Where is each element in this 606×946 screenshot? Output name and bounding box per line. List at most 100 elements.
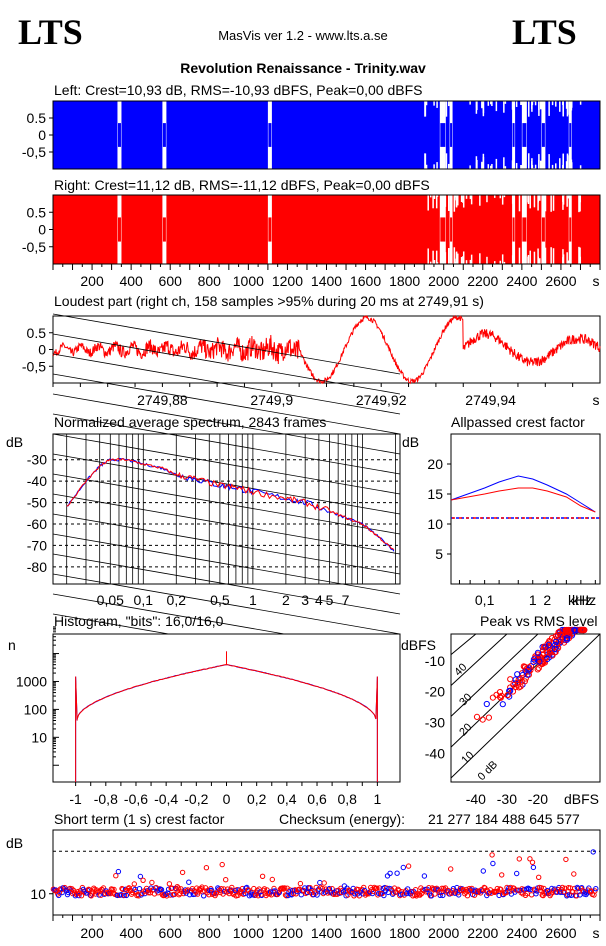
shortterm-point (590, 849, 596, 855)
right-envelope-dip (454, 195, 456, 198)
shortterm-point (113, 873, 119, 879)
shortterm-point (374, 885, 380, 891)
shortterm-point (437, 892, 443, 898)
peak-rms-point (534, 666, 541, 673)
shortterm-point (572, 885, 578, 892)
loudest-xtick-label: 2749,94 (465, 392, 516, 408)
right-envelope-dip (470, 254, 473, 264)
right-envelope-dip (427, 248, 429, 264)
left-quiet-core (268, 123, 272, 147)
spectrum-ytick-label: -50 (27, 495, 47, 511)
left-envelope-dip (524, 159, 527, 169)
peak-rms-xtick-label: -20 (528, 791, 548, 807)
right-envelope-dip (460, 257, 463, 264)
right-envelope-dip (441, 248, 443, 264)
peak-rms-ytick-label: -20 (425, 684, 445, 700)
spectrum-slope-line (52, 393, 401, 455)
peak-rms-point (553, 632, 560, 640)
right-envelope-dip (501, 195, 504, 205)
right-xtick-label: 200 (80, 273, 104, 289)
shortterm-point (76, 892, 82, 899)
left-envelope-dip (490, 165, 492, 169)
shortterm-point (149, 879, 155, 886)
left-envelope-dip (433, 101, 435, 106)
right-envelope-dip (579, 195, 582, 203)
right-envelope-dip (525, 261, 527, 264)
left-envelope-dip (503, 101, 505, 113)
left-envelope-dip (540, 101, 542, 110)
right-quiet-core (450, 217, 453, 242)
shortterm-xtick-label: 1800 (389, 925, 420, 941)
left-envelope-dip (562, 165, 564, 169)
shortterm-point (516, 856, 522, 862)
right-envelope-dip (529, 195, 531, 209)
left-envelope-dip (482, 101, 485, 117)
left-envelope-dip (424, 153, 427, 169)
shortterm-point (281, 886, 287, 892)
spectrum-ytick-label: -40 (27, 473, 47, 489)
peak-rms-point (563, 635, 571, 642)
right-envelope-dip (455, 252, 458, 264)
shortterm-point (376, 885, 383, 891)
shortterm-point (115, 868, 122, 875)
shortterm-point (464, 893, 471, 899)
peak-rms-xtick-label: -40 (466, 791, 486, 807)
left-envelope-dip (475, 101, 478, 108)
right-envelope-dip (457, 253, 459, 264)
shortterm-xtick-label: 2200 (467, 925, 498, 941)
right-envelope-dip (455, 195, 458, 207)
spectrum-xtick-label: 5 (326, 592, 334, 608)
histogram-xtick-label: 0,6 (307, 791, 327, 807)
shortterm-xtick-label: 600 (159, 925, 183, 941)
shortterm-ylabel: dB (6, 835, 23, 851)
peak-rms-point (555, 644, 562, 652)
right-envelope-dip (457, 195, 459, 206)
right-envelope-dip (567, 195, 570, 199)
allpass-ytick-label: 10 (427, 516, 443, 532)
left-quiet-core (522, 123, 527, 147)
left-envelope-dip (523, 101, 525, 104)
left-envelope-dip (503, 157, 505, 169)
peak-rms-point (485, 714, 492, 721)
left-quiet-core (541, 123, 545, 147)
right-envelope-dip (454, 261, 456, 264)
shortterm-point (186, 879, 192, 885)
right-envelope-dip (479, 195, 481, 206)
left-envelope-dip (531, 164, 534, 169)
allpass-ylabel: dB (402, 434, 419, 450)
shortterm-point (111, 886, 117, 893)
shortterm-point (229, 884, 235, 891)
shortterm-point (426, 885, 432, 891)
shortterm-xtick-label: 800 (198, 925, 222, 941)
right-envelope-dip (486, 256, 488, 264)
right-envelope-dip (578, 246, 580, 264)
left-quiet-core (117, 123, 121, 147)
histogram-right-line (75, 651, 378, 782)
left-envelope-dip (548, 154, 550, 169)
peak-rms-point (546, 649, 554, 656)
spectrum-slope-line (52, 513, 401, 575)
right-envelope-dip (501, 254, 504, 264)
left-envelope-dip (515, 163, 518, 169)
left-quiet-core (440, 123, 446, 147)
right-envelope-dip (427, 195, 429, 211)
right-xtick-label: 400 (119, 273, 143, 289)
loudest-ytick-label: 0.5 (27, 325, 47, 341)
left-envelope-dip (562, 101, 564, 105)
peak-rms-ytick-label: -10 (425, 653, 445, 669)
allpass-series-1-line (450, 487, 596, 513)
loudest-ytick-label: -0,5 (22, 358, 46, 374)
shortterm-point (563, 856, 569, 863)
shortterm-point (412, 887, 419, 893)
spectrum-slope-line (52, 353, 401, 415)
right-quiet-core (522, 217, 527, 242)
right-envelope-dip (537, 248, 539, 264)
left-envelope-dip (523, 160, 525, 169)
right-envelope-dip (432, 250, 434, 264)
left-envelope-dip (424, 101, 427, 117)
spectrum-ytick-label: -60 (27, 516, 47, 532)
left-quiet-core (162, 123, 166, 147)
right-envelope-dip (511, 255, 514, 264)
histogram-xtick-label: -0,2 (184, 791, 208, 807)
spectrum-xunit: kHz (568, 592, 592, 608)
